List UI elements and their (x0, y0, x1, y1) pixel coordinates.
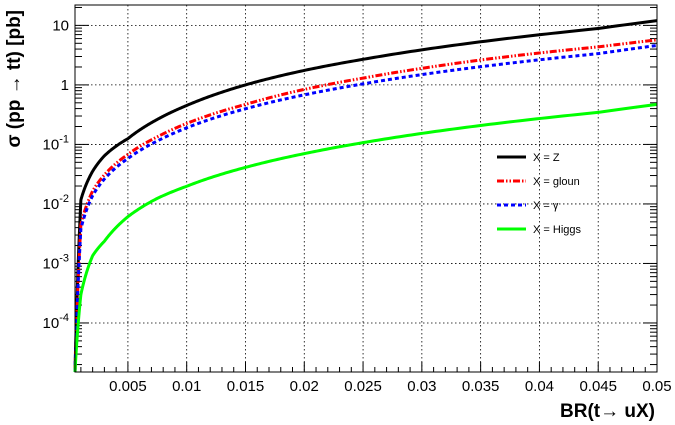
y-tick-label: 1 (61, 77, 69, 94)
plot-background (75, 5, 657, 372)
x-tick-label: 0.05 (642, 378, 671, 395)
y-tick-base: 10 (43, 136, 60, 153)
y-tick-label: 10-4 (43, 312, 69, 332)
x-tick-label: 0.045 (579, 378, 617, 395)
series-line-0 (73, 19, 658, 373)
y-tick-label: 10-1 (43, 133, 69, 153)
series-lines (73, 19, 658, 373)
y-tick-exponent: -3 (59, 252, 69, 264)
y-tick-exponent: -1 (59, 133, 69, 145)
x-tick-label: 0.035 (462, 378, 500, 395)
series-line-1 (73, 38, 658, 373)
x-tick-label: 0.02 (290, 378, 319, 395)
y-axis-title: σ (pp → tt) [pb] (4, 10, 25, 148)
legend-label: X = gloun (533, 176, 580, 188)
legend: X = Z X = gloun X = γ X = Higgs (497, 152, 581, 236)
x-tick-labels: 0.005 0.01 0.015 0.02 0.025 0.03 0.035 0.04 0.04… (109, 378, 671, 395)
legend-label: X = Higgs (533, 224, 581, 236)
y-tick-base: 10 (43, 196, 60, 213)
y-tick-base: 10 (43, 315, 60, 332)
x-axis-title: BR(t→ uX) (560, 401, 655, 422)
plot-frame (74, 4, 658, 373)
legend-label: X = γ (533, 200, 559, 212)
x-tick-label: 0.025 (344, 378, 382, 395)
y-tick-base: 1 (61, 77, 69, 94)
y-tick-exponent: -2 (59, 193, 69, 205)
x-tick-label: 0.04 (525, 378, 554, 395)
x-tick-label: 0.03 (407, 378, 436, 395)
y-tick-base: 10 (52, 17, 69, 34)
y-tick-label: 10-2 (43, 193, 69, 213)
x-tick-label: 0.005 (109, 378, 147, 395)
series-line-2 (73, 43, 658, 373)
y-tick-base: 10 (43, 255, 60, 272)
legend-label: X = Z (533, 152, 560, 164)
x-tick-label: 0.015 (227, 378, 265, 395)
x-tick-label: 0.01 (172, 378, 201, 395)
y-tick-exponent: -4 (59, 312, 69, 324)
y-tick-label: 10-3 (43, 252, 69, 272)
y-tick-label: 10 (52, 17, 69, 34)
series-line-3 (73, 102, 658, 373)
